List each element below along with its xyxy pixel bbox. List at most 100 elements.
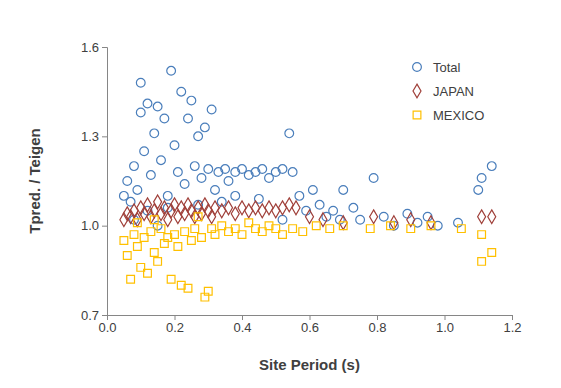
point: [366, 225, 374, 233]
point: [478, 210, 486, 224]
point: [144, 269, 152, 277]
point: [136, 108, 145, 117]
point: [315, 200, 324, 209]
y-axis-tick-label: 1.0: [81, 218, 99, 233]
point: [167, 66, 176, 75]
y-axis-tick-mark: [102, 226, 107, 227]
point: [289, 225, 297, 233]
point: [174, 210, 182, 224]
y-axis-line: [102, 48, 108, 316]
points: [120, 66, 497, 301]
x-axis-tick: 0.0: [98, 315, 116, 335]
legend: Total JAPAN MEXICO: [413, 60, 485, 123]
point: [349, 203, 358, 212]
point: [170, 141, 179, 150]
point: [133, 186, 142, 195]
point: [238, 231, 246, 239]
point: [265, 201, 273, 215]
point: [231, 192, 240, 201]
legend-symbol: [413, 111, 421, 119]
legend-entry: JAPAN: [413, 84, 474, 99]
point: [143, 99, 152, 108]
plot: 0.00.20.40.60.81.01.20.71.01.31.6TotalJA…: [81, 40, 522, 336]
point: [272, 204, 280, 218]
point: [150, 129, 159, 138]
point: [157, 225, 165, 233]
point: [278, 165, 287, 174]
point: [204, 165, 213, 174]
point: [487, 162, 496, 171]
point: [288, 168, 297, 177]
point: [387, 222, 395, 230]
point: [127, 275, 135, 283]
point: [184, 284, 192, 292]
point: [477, 174, 486, 183]
point: [207, 105, 216, 114]
point: [177, 87, 186, 96]
point: [339, 222, 347, 230]
point: [252, 201, 260, 215]
point: [174, 243, 182, 251]
y-axis-tick-label: 1.3: [81, 129, 99, 144]
point: [190, 162, 199, 171]
point: [326, 225, 334, 233]
point: [245, 204, 253, 218]
point: [474, 186, 483, 195]
point: [258, 165, 267, 174]
series: [120, 195, 496, 230]
point: [197, 174, 206, 183]
point: [180, 180, 189, 189]
legend-label: JAPAN: [433, 84, 474, 99]
x-axis-tick-label: 0.6: [301, 320, 319, 335]
point: [150, 216, 158, 224]
y-axis-title: Tpred. / Teigen: [26, 128, 43, 234]
point: [258, 204, 266, 218]
y-axis-tick-mark: [102, 315, 107, 316]
x-axis-tick: 0.8: [368, 315, 386, 335]
y-axis-tick-label: 0.7: [81, 308, 99, 323]
x-axis-tick: 0.4: [233, 315, 251, 335]
point: [292, 201, 300, 215]
legend-entry: Total: [413, 60, 461, 75]
point: [369, 174, 378, 183]
y-axis-tick: 1.0: [81, 218, 107, 233]
point: [278, 215, 287, 224]
point: [194, 213, 202, 221]
series: [120, 213, 496, 301]
point: [140, 147, 149, 156]
x-axis-tick-label: 0.8: [368, 320, 386, 335]
point: [194, 132, 203, 141]
point: [488, 249, 496, 257]
point: [130, 204, 138, 218]
y-axis-tick: 1.6: [81, 40, 107, 55]
point: [285, 198, 293, 212]
x-axis-tick-label: 0.0: [98, 320, 116, 335]
point: [184, 114, 193, 123]
point: [167, 275, 175, 283]
point: [329, 206, 338, 215]
point: [379, 212, 388, 221]
legend-symbol: [413, 63, 422, 72]
point: [201, 123, 210, 132]
point: [134, 243, 142, 251]
point: [299, 228, 307, 236]
point: [279, 201, 287, 215]
point: [187, 96, 196, 105]
legend-symbol: [413, 84, 421, 98]
x-axis-tick: 1.0: [436, 315, 454, 335]
y-axis-tick-label: 1.6: [81, 40, 99, 55]
x-axis-tick: 0.6: [301, 315, 319, 335]
legend-label: MEXICO: [433, 108, 484, 123]
series: [120, 66, 497, 230]
y-axis: 0.7 1.0 1.3 1.6: [81, 40, 108, 323]
x-axis-tick-label: 1.0: [436, 320, 454, 335]
legend-label: Total: [433, 60, 461, 75]
point: [160, 114, 169, 123]
point: [407, 225, 415, 233]
point: [163, 192, 172, 201]
point: [130, 162, 139, 171]
point: [123, 177, 132, 186]
point: [312, 222, 320, 230]
point: [370, 210, 378, 224]
x-axis-title: Site Period (s): [259, 356, 360, 373]
